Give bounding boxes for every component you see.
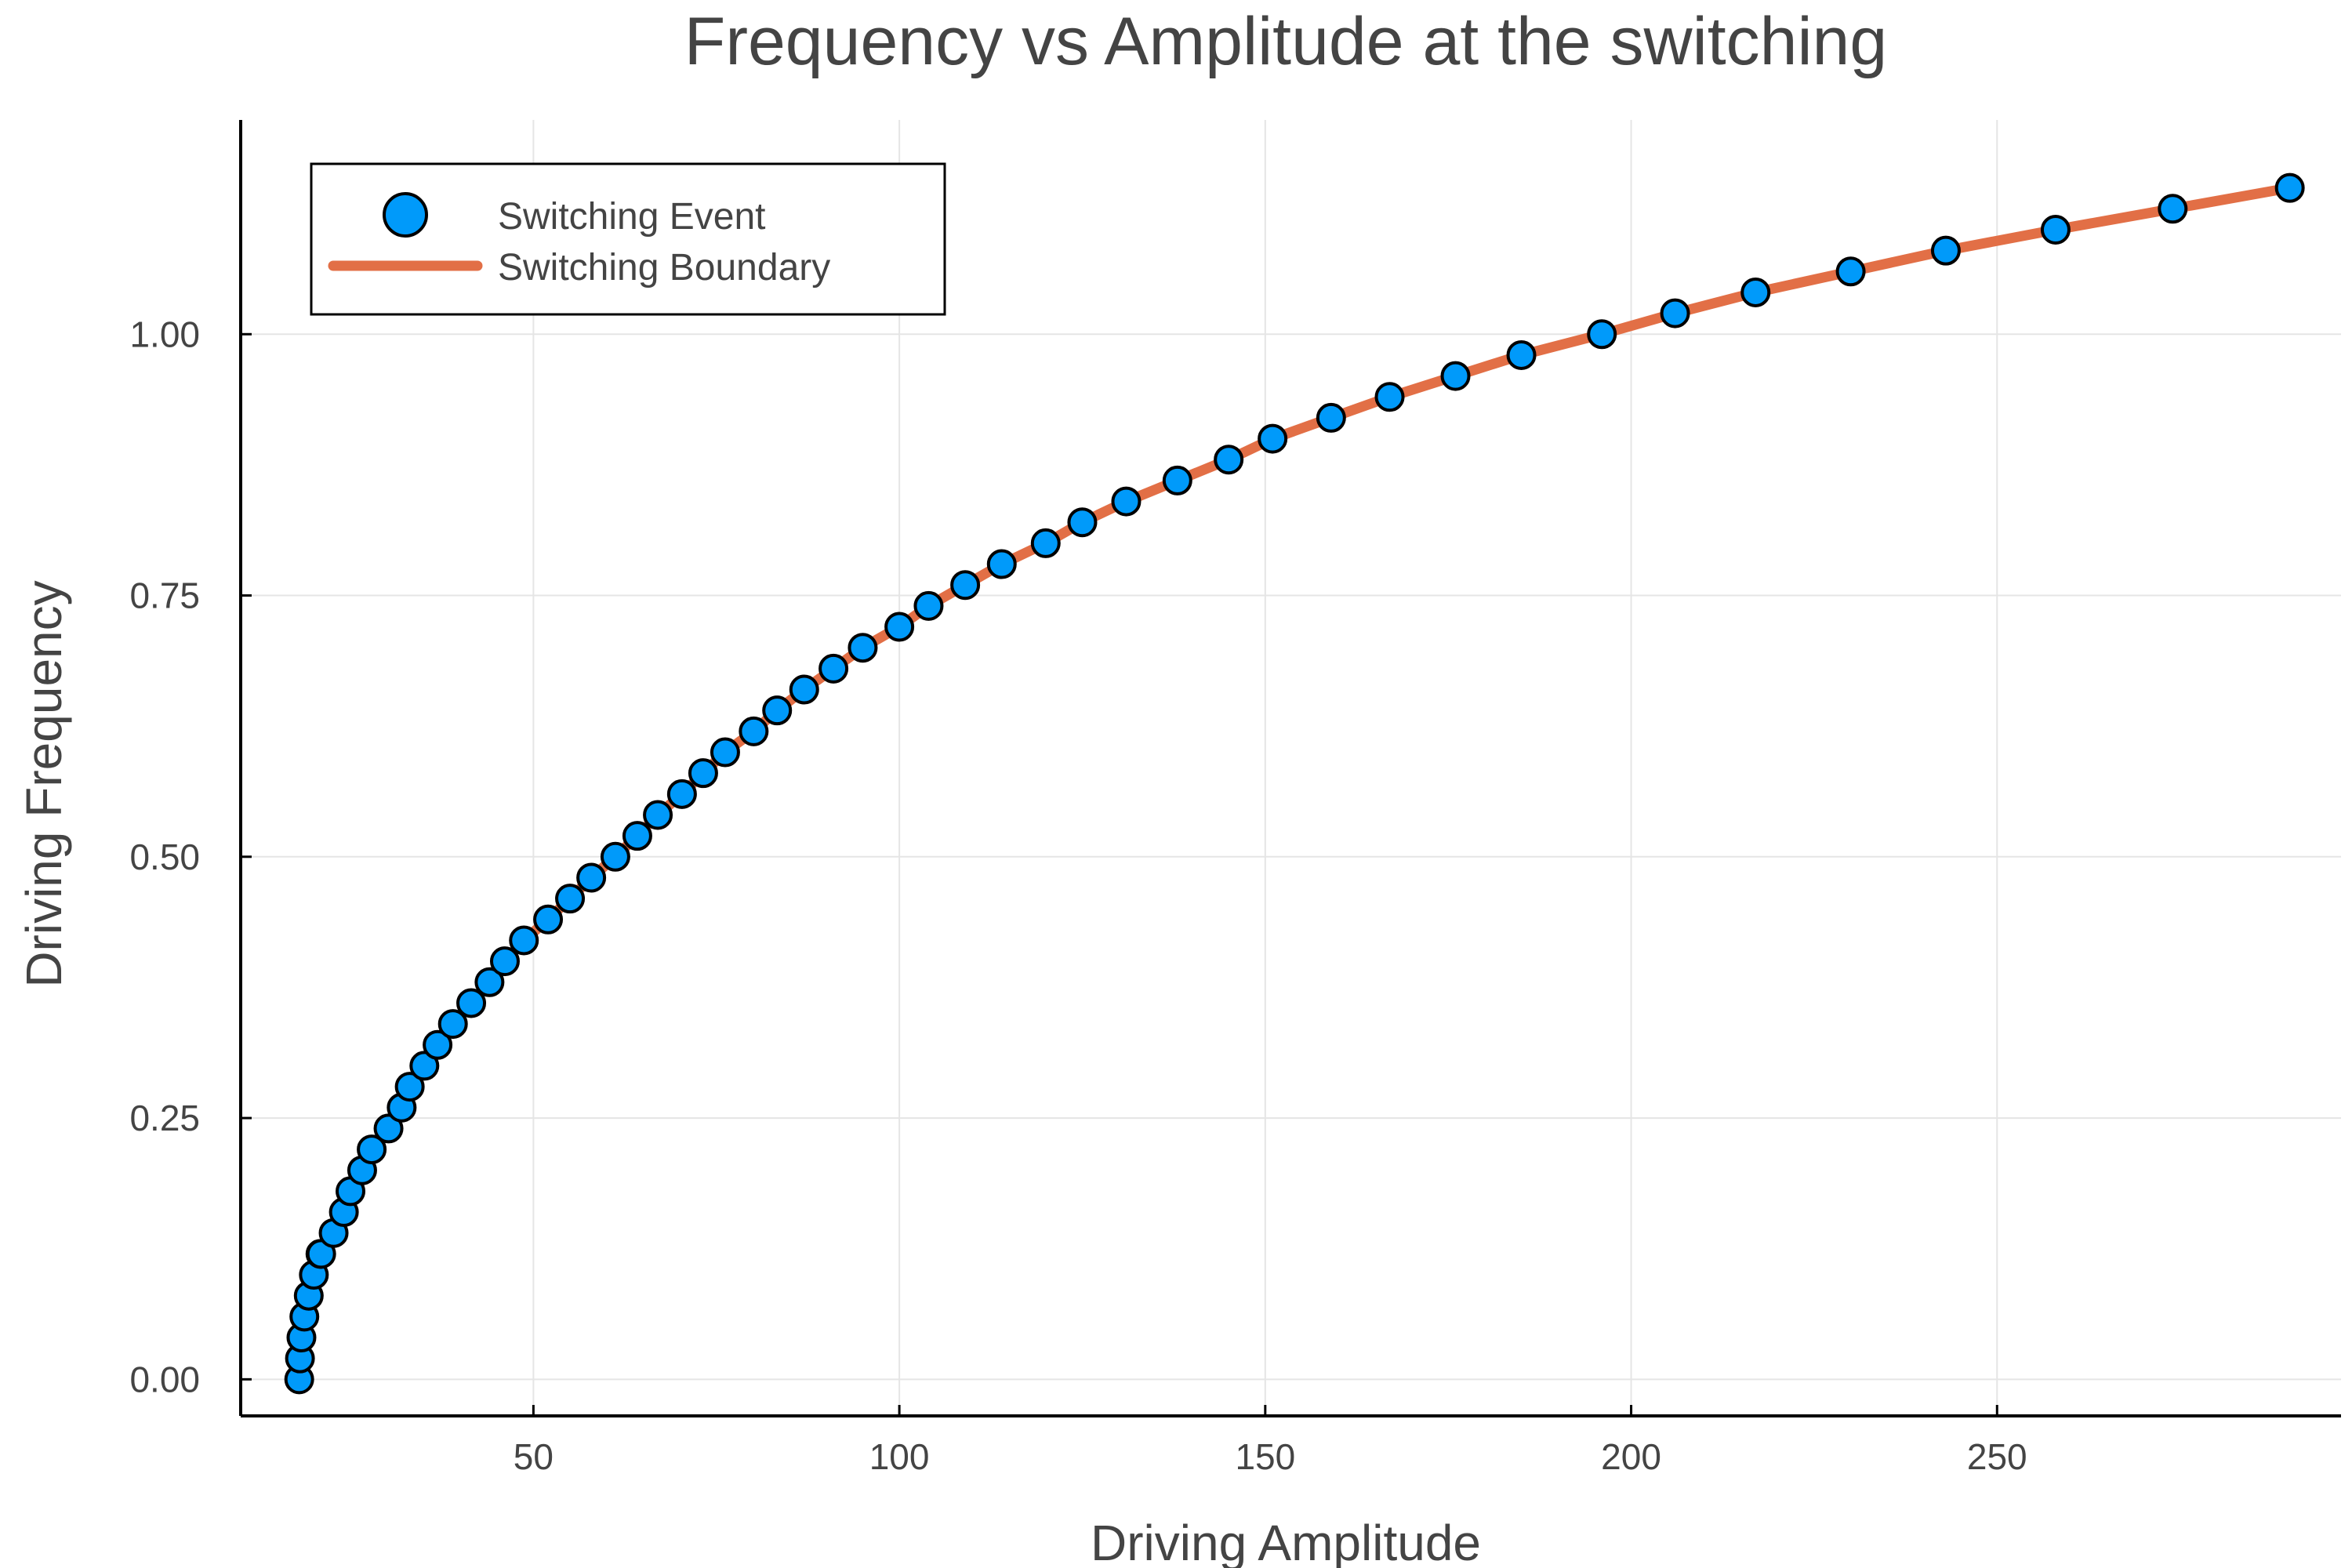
x-tick-label: 50 bbox=[514, 1436, 554, 1477]
switching-event-point bbox=[643, 800, 673, 830]
switching-event-point bbox=[2274, 172, 2305, 203]
y-axis-label: Driving Frequency bbox=[16, 580, 72, 987]
y-tick-label: 0.75 bbox=[129, 575, 200, 616]
switching-event-point bbox=[818, 653, 849, 684]
legend-box bbox=[310, 162, 946, 316]
switching-event-point bbox=[1316, 402, 1346, 433]
legend-marker-switching-event bbox=[383, 192, 428, 238]
switching-event-point bbox=[913, 590, 944, 621]
switching-event-point bbox=[576, 862, 607, 893]
switching-event-point bbox=[509, 925, 539, 956]
switching-event-point bbox=[1214, 445, 1244, 475]
switching-event-point bbox=[1740, 277, 1771, 307]
y-tick-label: 1.00 bbox=[129, 314, 200, 354]
switching-event-point bbox=[710, 737, 740, 768]
switching-event-point bbox=[1930, 235, 1961, 266]
switching-event-point bbox=[357, 1134, 387, 1165]
y-tick-label: 0.50 bbox=[129, 837, 200, 877]
y-tick-label: 0.25 bbox=[129, 1098, 200, 1138]
grid-lines bbox=[241, 120, 2341, 1416]
x-tick-label: 100 bbox=[869, 1436, 930, 1477]
switching-event-point bbox=[1111, 486, 1142, 517]
switching-event-point bbox=[762, 695, 793, 726]
chart-title: Frequency vs Amplitude at the switching bbox=[684, 4, 1887, 79]
axes bbox=[239, 120, 2341, 1417]
x-tick-label: 200 bbox=[1601, 1436, 1661, 1477]
legend-label-switching-event: Switching Event bbox=[498, 196, 766, 238]
switching-event-point bbox=[409, 1051, 440, 1081]
switching-event-point bbox=[1374, 382, 1405, 412]
switching-event-point bbox=[489, 946, 520, 977]
switching-event-point bbox=[848, 633, 878, 663]
switching-event-point bbox=[1587, 319, 1617, 350]
switching-event-point bbox=[456, 988, 487, 1018]
switching-event-point bbox=[555, 884, 586, 914]
switching-event-series bbox=[284, 172, 2305, 1395]
switching-event-point bbox=[1506, 339, 1537, 370]
switching-event-point bbox=[2158, 194, 2188, 224]
switching-event-point bbox=[423, 1029, 453, 1060]
switching-boundary-line bbox=[294, 183, 2296, 1385]
y-axis-ticks: 0.00 0.25 0.50 0.75 1.00 bbox=[129, 314, 252, 1399]
switching-event-point bbox=[394, 1072, 425, 1102]
legend-label-switching-boundary: Switching Boundary bbox=[498, 247, 830, 289]
switching-event-point bbox=[2040, 214, 2071, 245]
switching-event-point bbox=[739, 716, 769, 746]
switching-event-point bbox=[474, 967, 505, 997]
switching-event-point bbox=[622, 821, 652, 851]
x-tick-label: 250 bbox=[1967, 1436, 2027, 1477]
switching-event-point bbox=[1258, 423, 1288, 454]
switching-event-point bbox=[437, 1009, 468, 1040]
switching-event-point bbox=[533, 904, 564, 935]
y-tick-label: 0.00 bbox=[129, 1359, 200, 1399]
switching-event-point bbox=[1030, 528, 1061, 558]
switching-event-point bbox=[1835, 256, 1866, 287]
switching-event-point bbox=[789, 674, 819, 705]
switching-event-point bbox=[884, 612, 915, 642]
switching-event-point bbox=[688, 758, 718, 789]
switching-event-point bbox=[1067, 507, 1098, 538]
x-axis-label: Driving Amplitude bbox=[1091, 1515, 1481, 1568]
legend: Switching Event Switching Boundary bbox=[310, 162, 946, 316]
switching-event-point bbox=[1440, 361, 1471, 391]
switching-event-point bbox=[600, 841, 630, 872]
x-tick-label: 150 bbox=[1235, 1436, 1295, 1477]
switching-event-point bbox=[986, 549, 1017, 579]
x-axis-ticks: 50 100 150 200 250 bbox=[514, 1405, 2027, 1477]
switching-event-point bbox=[373, 1113, 404, 1144]
switching-event-point bbox=[1660, 298, 1690, 328]
switching-event-point bbox=[950, 570, 981, 601]
switching-boundary-series bbox=[294, 183, 2296, 1385]
switching-event-point bbox=[1162, 465, 1192, 495]
switching-event-point bbox=[666, 779, 697, 809]
